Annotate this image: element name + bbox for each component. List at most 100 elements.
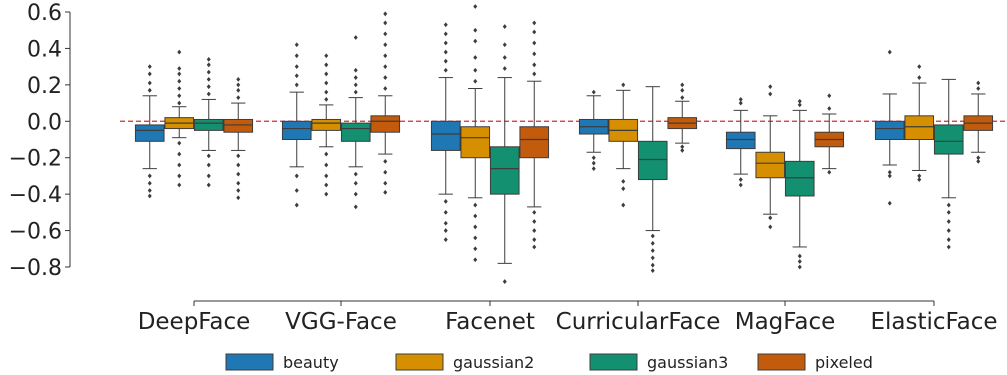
outlier-point	[827, 93, 832, 99]
outlier-point	[768, 215, 773, 221]
outlier-point	[383, 31, 388, 37]
legend-item-beauty: beauty	[225, 353, 339, 372]
y-tick-label: 0.2	[27, 74, 62, 99]
outlier-point	[206, 162, 211, 168]
outlier-point	[324, 62, 329, 68]
outlier-point	[738, 97, 743, 102]
outlier-point	[383, 75, 388, 80]
legend-item-gaussian2: gaussian2	[395, 353, 534, 372]
outlier-point	[768, 84, 773, 90]
box-iqr	[874, 120, 905, 140]
box-iqr	[311, 118, 342, 131]
outlier-point	[147, 71, 152, 77]
outlier-point	[473, 213, 478, 219]
outlier-point	[294, 173, 299, 179]
outlier-point	[532, 244, 537, 250]
outlier-point	[177, 86, 182, 91]
outlier-point	[206, 62, 211, 68]
outlier-point	[383, 20, 388, 26]
outlier-point	[738, 177, 743, 182]
outlier-point	[917, 75, 922, 80]
box-beauty-Facenet	[430, 22, 461, 243]
outlier-point	[946, 237, 951, 243]
outlier-point	[177, 140, 182, 146]
y-tick-label: −0.4	[9, 183, 62, 208]
outlier-point	[502, 66, 507, 71]
outlier-point	[473, 246, 478, 252]
outlier-point	[443, 199, 448, 204]
outlier-point	[650, 233, 655, 239]
box-iqr	[430, 120, 461, 151]
outlier-point	[383, 64, 388, 70]
box-iqr	[340, 122, 371, 142]
outlier-point	[532, 62, 537, 68]
outlier-point	[383, 180, 388, 186]
y-tick-label: −0.6	[9, 220, 62, 245]
outlier-point	[147, 193, 152, 199]
outlier-point	[621, 186, 626, 192]
outlier-point	[473, 235, 478, 241]
box-gaussian2-CurricularFace	[608, 82, 639, 208]
outlier-point	[177, 66, 182, 71]
outlier-point	[443, 237, 448, 243]
outlier-point	[236, 188, 241, 193]
box-pixeled-Facenet	[519, 20, 550, 250]
outlier-point	[236, 153, 241, 159]
outlier-point	[294, 73, 299, 79]
outlier-point	[976, 80, 981, 86]
outlier-point	[680, 87, 685, 93]
box-iqr	[281, 120, 312, 140]
box-pixeled-MagFace	[814, 93, 845, 175]
box-beauty-DeepFace	[134, 64, 165, 199]
outlier-point	[502, 279, 507, 284]
outlier-point	[680, 144, 685, 150]
outlier-point	[177, 71, 182, 77]
outlier-point	[353, 35, 358, 40]
outlier-point	[976, 86, 981, 91]
outlier-point	[887, 173, 892, 179]
outlier-point	[353, 191, 358, 197]
outlier-point	[473, 38, 478, 44]
box-pixeled-DeepFace	[223, 76, 254, 201]
box-iqr	[725, 131, 756, 150]
box-gaussian2-DeepFace	[164, 49, 195, 188]
outlier-point	[917, 177, 922, 182]
outlier-point	[206, 173, 211, 179]
outlier-point	[946, 219, 951, 224]
outlier-point	[324, 162, 329, 168]
outlier-point	[294, 202, 299, 208]
box-pixeled-VGG-Face	[370, 11, 401, 195]
outlier-point	[621, 202, 626, 208]
box-iqr	[519, 126, 550, 159]
outlier-point	[324, 182, 329, 188]
outlier-point	[591, 89, 596, 95]
outlier-point	[473, 55, 478, 60]
legend: beauty gaussian2 gaussian3 pixeled	[225, 353, 873, 372]
legend-item-pixeled: pixeled	[757, 353, 873, 372]
outlier-point	[324, 97, 329, 102]
outlier-point	[532, 20, 537, 26]
box-iqr	[904, 115, 935, 140]
x-tick-label: DeepFace	[138, 309, 251, 335]
outlier-point	[294, 42, 299, 48]
outlier-point	[738, 100, 743, 106]
outlier-point	[294, 82, 299, 88]
outlier-point	[147, 87, 152, 93]
outlier-point	[206, 84, 211, 90]
outlier-point	[147, 80, 152, 86]
y-tick-label: −0.8	[9, 256, 62, 281]
outlier-point	[353, 75, 358, 80]
outlier-point	[383, 169, 388, 175]
outlier-point	[353, 180, 358, 186]
legend-swatch	[395, 353, 444, 371]
outlier-point	[946, 202, 951, 208]
y-tick-label: 0.4	[27, 37, 62, 62]
x-tick-label: CurricularFace	[556, 309, 721, 335]
outlier-point	[177, 162, 182, 168]
box-iqr	[489, 146, 520, 195]
outlier-point	[383, 189, 388, 195]
outlier-point	[236, 180, 241, 186]
box-beauty-MagFace	[725, 97, 756, 188]
outlier-point	[797, 264, 802, 270]
box-gaussian2-ElasticFace	[904, 64, 935, 182]
